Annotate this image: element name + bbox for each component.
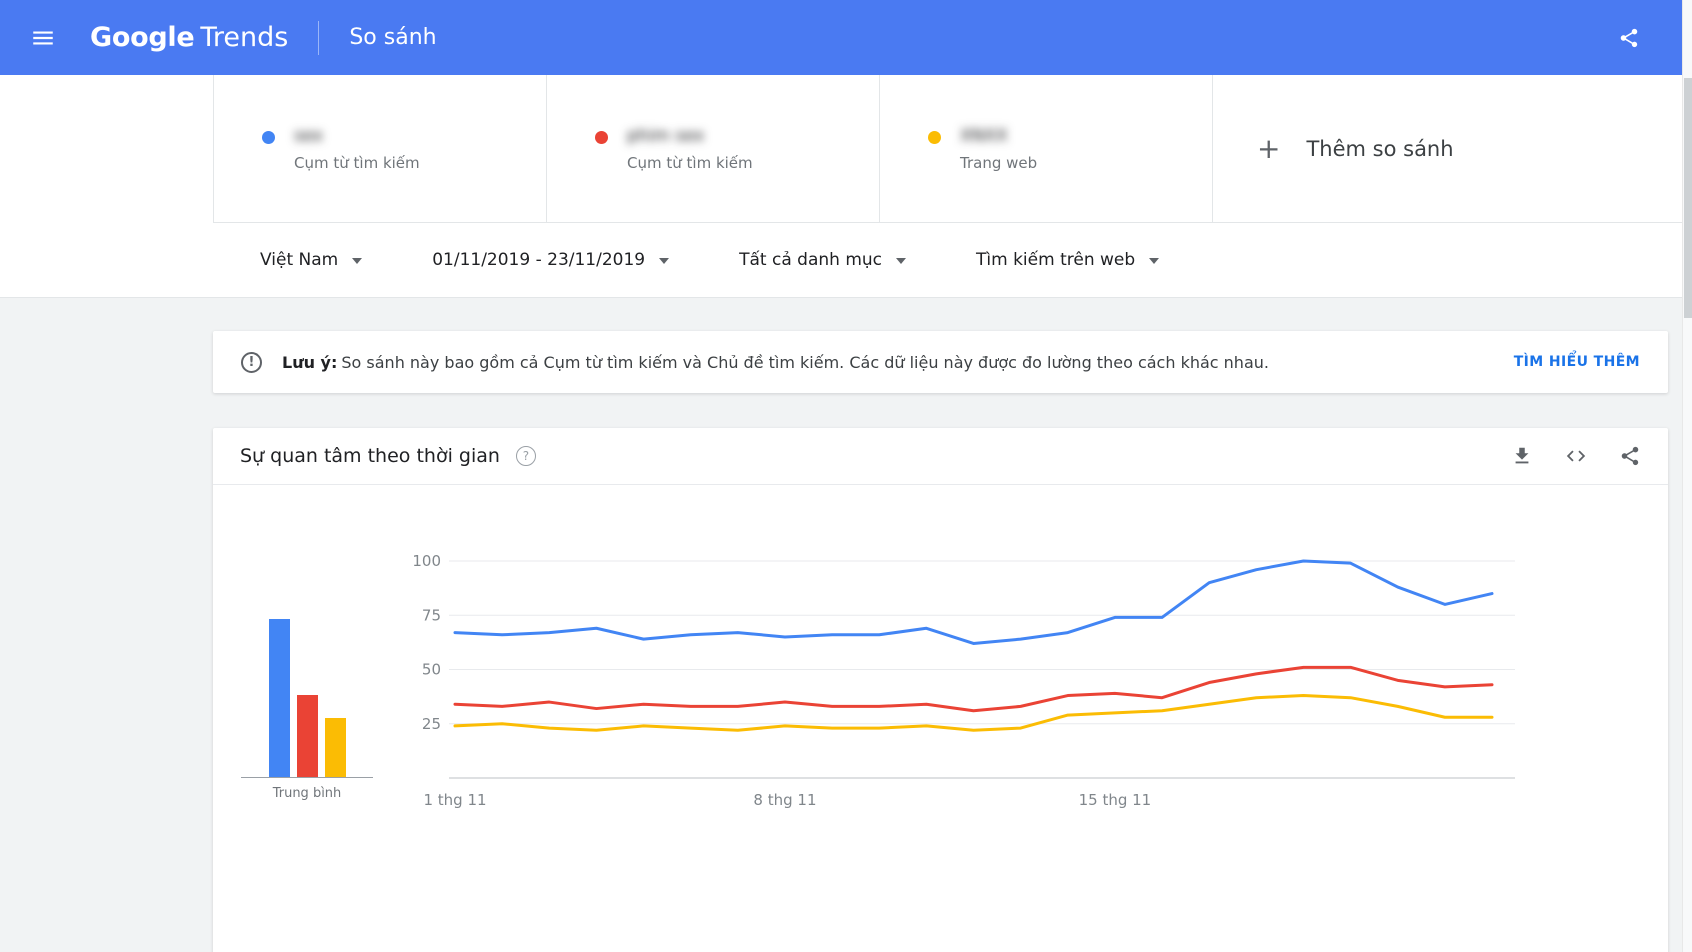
series-line-1[interactable] <box>453 559 1494 645</box>
terms-left-spacer <box>0 75 213 223</box>
chart-actions <box>1511 445 1641 467</box>
term-color-dot-blue <box>262 130 275 144</box>
average-bar-1[interactable] <box>268 619 290 777</box>
topbar-divider <box>318 20 320 55</box>
average-bar-3[interactable] <box>324 718 346 777</box>
filter-search-type-label: Tìm kiếm trên web <box>976 250 1136 270</box>
chevron-down-icon <box>896 258 907 264</box>
chevron-down-icon <box>1149 258 1160 264</box>
scrollbar-thumb[interactable] <box>1684 78 1692 318</box>
notice-lead: Lưu ý: <box>282 352 338 372</box>
filter-category[interactable]: Tất cả danh mục <box>739 250 907 270</box>
average-bar-2[interactable] <box>296 695 318 777</box>
term-card-2[interactable]: phim sex Cụm từ tìm kiếm <box>546 75 879 223</box>
term-label-2: phim sex <box>627 125 705 146</box>
logo-trends: Trends <box>200 22 289 53</box>
chart-body: Trung bình 25 50 75 100 1 thg 11 8 thg 11 15 t… <box>213 485 1668 885</box>
series-line-3[interactable] <box>453 694 1494 732</box>
chart-title: Sự quan tâm theo thời gian <box>240 445 500 467</box>
term-type-2: Cụm từ tìm kiếm <box>627 153 753 172</box>
line-chart-area: 25 50 75 100 1 thg 11 8 thg 11 15 thg 11 <box>397 543 1637 847</box>
chevron-down-icon <box>352 258 363 264</box>
plus-icon: + <box>1257 131 1281 165</box>
menu-icon[interactable] <box>30 25 56 51</box>
comparison-terms-row: sex Cụm từ tìm kiếm phim sex Cụm từ tìm … <box>0 75 1692 223</box>
y-axis-tick-label: 75 <box>422 606 441 624</box>
main-content: ! Lưu ý: So sánh này bao gồm cả Cụm từ tì… <box>0 298 1692 952</box>
filter-date-range-label: 01/11/2019 - 23/11/2019 <box>432 250 646 270</box>
term-label-3: XNXX <box>960 125 1008 146</box>
filter-region[interactable]: Việt Nam <box>260 250 363 270</box>
notice-text: Lưu ý: So sánh này bao gồm cả Cụm từ tìm … <box>282 353 1488 372</box>
interest-over-time-card: Sự quan tâm theo thời gian ? Trung bình … <box>213 428 1668 952</box>
chevron-down-icon <box>659 258 670 264</box>
notice-body: So sánh này bao gồm cả Cụm từ tìm kiếm v… <box>341 352 1269 372</box>
y-axis-tick-label: 50 <box>422 661 441 679</box>
term-type-1: Cụm từ tìm kiếm <box>294 153 420 172</box>
term-card-1[interactable]: sex Cụm từ tìm kiếm <box>213 75 546 223</box>
scrollbar[interactable] <box>1682 0 1692 952</box>
average-chart: Trung bình <box>241 561 391 801</box>
embed-icon[interactable] <box>1565 445 1587 467</box>
filter-date-range[interactable]: 01/11/2019 - 23/11/2019 <box>432 250 670 270</box>
term-label-1: sex <box>294 125 324 146</box>
learn-more-link[interactable]: TÌM HIỂU THÊM <box>1513 354 1640 370</box>
filter-region-label: Việt Nam <box>260 250 339 270</box>
filters-row: Việt Nam 01/11/2019 - 23/11/2019 Tất cả … <box>0 223 1692 298</box>
average-bar-plot <box>241 561 373 778</box>
term-type-3: Trang web <box>960 153 1038 172</box>
add-comparison-button[interactable]: + Thêm so sánh <box>1212 75 1692 223</box>
x-axis-tick-label: 15 thg 11 <box>1079 791 1152 809</box>
share-icon[interactable] <box>1618 27 1640 49</box>
term-color-dot-red <box>595 130 608 144</box>
share-chart-icon[interactable] <box>1619 445 1641 467</box>
x-axis-tick-label: 1 thg 11 <box>423 791 486 809</box>
term-color-dot-yellow <box>928 130 941 144</box>
x-axis-tick-label: 8 thg 11 <box>753 791 816 809</box>
info-icon: ! <box>241 351 262 373</box>
filter-search-type[interactable]: Tìm kiếm trên web <box>976 250 1160 270</box>
filter-category-label: Tất cả danh mục <box>739 250 883 270</box>
help-icon[interactable]: ? <box>515 446 536 466</box>
download-icon[interactable] <box>1511 445 1533 467</box>
chart-header: Sự quan tâm theo thời gian ? <box>213 428 1668 485</box>
average-label: Trung bình <box>272 786 342 801</box>
interest-over-time-chart[interactable]: 25 50 75 100 1 thg 11 8 thg 11 15 thg 11 <box>397 543 1637 843</box>
add-comparison-label: Thêm so sánh <box>1306 136 1454 161</box>
series-line-2[interactable] <box>453 665 1494 713</box>
notice-banner: ! Lưu ý: So sánh này bao gồm cả Cụm từ tì… <box>213 331 1668 393</box>
logo-google: Google <box>90 22 195 53</box>
google-trends-logo[interactable]: Google Trends <box>90 22 288 53</box>
page-title: So sánh <box>349 25 437 50</box>
app-bar: Google Trends So sánh <box>0 0 1692 75</box>
y-axis-tick-label: 25 <box>422 715 441 733</box>
term-card-3[interactable]: XNXX Trang web <box>879 75 1212 223</box>
y-axis-tick-label: 100 <box>412 552 441 570</box>
